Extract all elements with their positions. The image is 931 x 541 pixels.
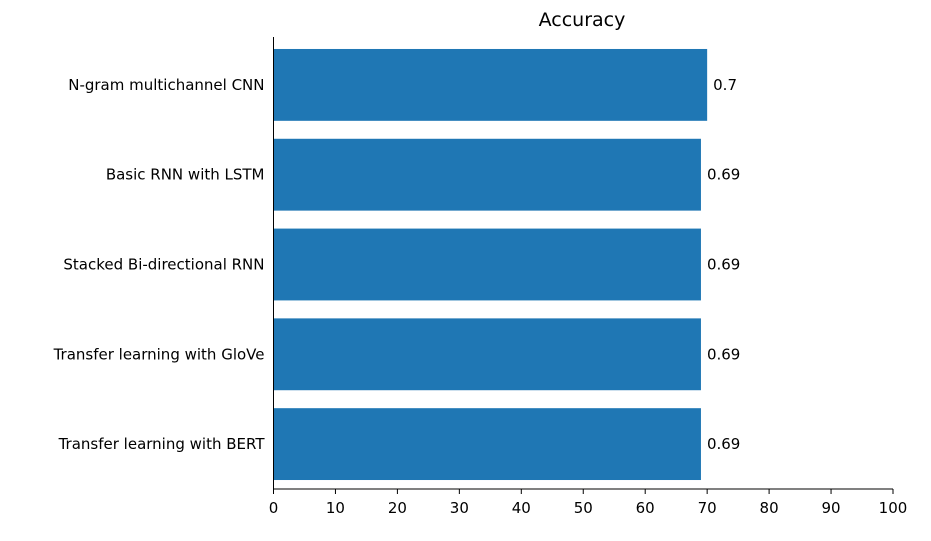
- data-labels: 0.7 0.69 0.69 0.69 0.69: [707, 76, 740, 453]
- bar-3: [273, 228, 701, 301]
- x-tick-label-50: 50: [574, 499, 593, 517]
- category-label-1: N-gram multichannel CNN: [68, 76, 264, 94]
- category-label-5: Transfer learning with BERT: [58, 435, 266, 453]
- data-label-1: 0.7: [713, 76, 737, 94]
- data-label-2: 0.69: [707, 166, 740, 184]
- x-tick-label-30: 30: [450, 499, 469, 517]
- x-tick-label-60: 60: [636, 499, 655, 517]
- data-label-4: 0.69: [707, 345, 740, 363]
- data-label-5: 0.69: [707, 435, 740, 453]
- bars-group: [273, 48, 708, 481]
- category-label-4: Transfer learning with GloVe: [53, 345, 265, 363]
- category-labels: N-gram multichannel CNN Basic RNN with LS…: [53, 76, 266, 453]
- bar-1: [273, 48, 708, 121]
- x-tick-label-70: 70: [698, 499, 717, 517]
- chart-title: Accuracy: [539, 9, 626, 31]
- bar-4: [273, 318, 701, 391]
- x-tick-label-90: 90: [822, 499, 841, 517]
- bar-5: [273, 408, 701, 481]
- x-tick-label-100: 100: [879, 499, 908, 517]
- x-tick-label-0: 0: [269, 499, 279, 517]
- x-tick-label-20: 20: [388, 499, 407, 517]
- x-tick-label-10: 10: [326, 499, 345, 517]
- x-tick-label-80: 80: [760, 499, 779, 517]
- x-axis: 0 10 20 30 40 50 60 70 80 90 100: [269, 488, 908, 517]
- x-tick-label-40: 40: [512, 499, 531, 517]
- category-label-2: Basic RNN with LSTM: [106, 166, 265, 184]
- bar-2: [273, 138, 701, 211]
- category-label-3: Stacked Bi-directional RNN: [63, 256, 264, 274]
- data-label-3: 0.69: [707, 256, 740, 274]
